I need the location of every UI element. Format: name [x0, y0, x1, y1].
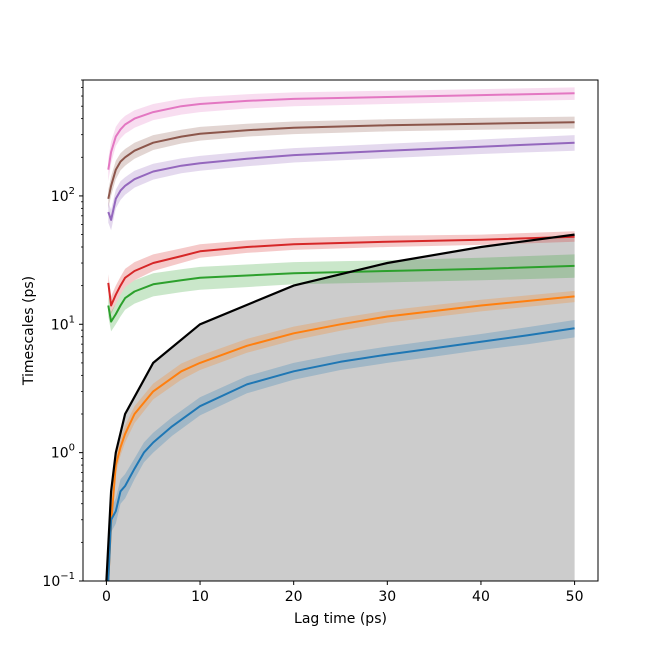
y-axis-ticks: 10−1 100 101 102 [42, 79, 83, 590]
shade-layer [106, 234, 575, 581]
series-line-4 [107, 235, 575, 307]
series-line-1 [107, 92, 575, 170]
shaded-region [106, 234, 575, 581]
x-tick-label: 10 [191, 589, 209, 605]
y-tick-label: 102 [51, 186, 75, 205]
x-tick-label: 40 [472, 589, 490, 605]
line-layer [105, 92, 575, 581]
y-tick-label: 10−1 [42, 571, 75, 590]
series-band-1 [108, 87, 575, 182]
series-band-5 [108, 254, 575, 332]
series-line-7 [107, 327, 575, 581]
x-tick-label: 50 [566, 589, 584, 605]
series-line-6 [107, 295, 575, 581]
series-line-2 [107, 121, 575, 200]
y-axis-label: Timescales (ps) [21, 276, 37, 386]
x-tick-label: 30 [378, 589, 396, 605]
series-band-2 [108, 116, 575, 209]
y-tick-label: 100 [51, 443, 75, 462]
series-line-3 [107, 141, 575, 221]
x-axis-ticks: 0 10 20 30 40 50 [102, 581, 584, 605]
series-line-5 [107, 264, 575, 323]
x-tick-label: 20 [285, 589, 303, 605]
band-layer [108, 87, 575, 581]
x-axis-label: Lag time (ps) [294, 611, 387, 627]
x-tick-label: 0 [102, 589, 111, 605]
series-band-3 [108, 135, 575, 231]
series-band-4 [108, 231, 575, 315]
plot-area [105, 87, 575, 581]
reference-line [105, 233, 575, 581]
y-tick-label: 101 [51, 314, 75, 333]
